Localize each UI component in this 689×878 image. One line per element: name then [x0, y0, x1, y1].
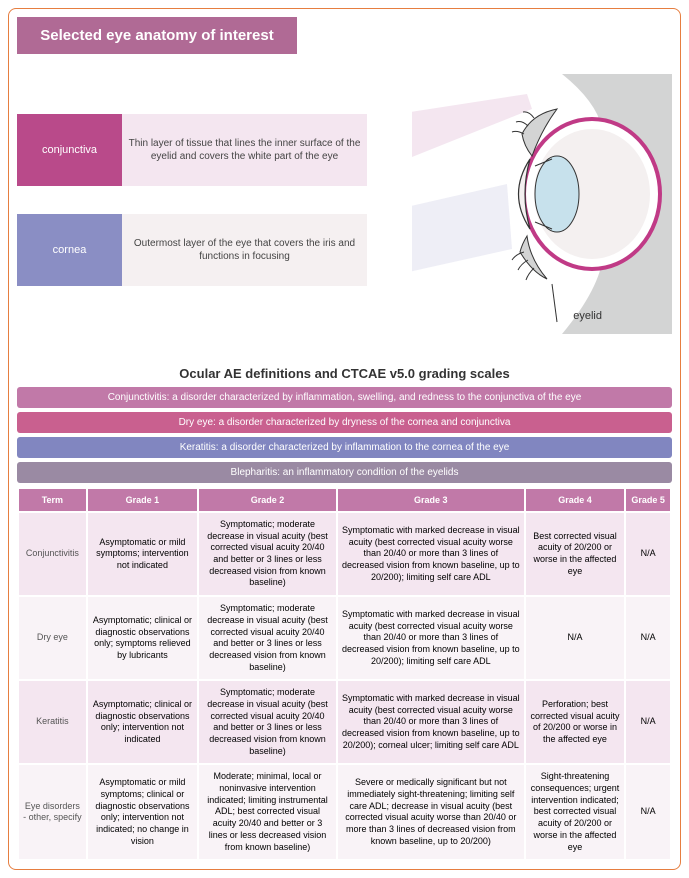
- infographic-page: Selected eye anatomy of interest conjunc…: [8, 8, 681, 870]
- grade-cell: Best corrected visual acuity of 20/200 o…: [526, 513, 624, 595]
- grade-cell: Asymptomatic; clinical or diagnostic obs…: [88, 597, 197, 679]
- grade-cell: N/A: [626, 765, 670, 859]
- grade-cell: Symptomatic with marked decrease in visu…: [338, 597, 524, 679]
- cornea-desc: Outermost layer of the eye that covers t…: [122, 214, 367, 286]
- anatomy-section: conjunctiva Thin layer of tissue that li…: [17, 74, 672, 354]
- lens: [535, 156, 579, 232]
- grade-cell: Asymptomatic or mild symptoms; clinical …: [88, 765, 197, 859]
- definition-keratitis: Keratitis: a disorder characterized by i…: [17, 437, 672, 458]
- definition-dry-eye: Dry eye: a disorder characterized by dry…: [17, 412, 672, 433]
- conjunctiva-label-box: conjunctiva: [17, 114, 122, 186]
- grade-cell: N/A: [626, 513, 670, 595]
- eyelid-label: eyelid: [573, 310, 602, 322]
- grade-cell: Severe or medically significant but not …: [338, 765, 524, 859]
- term-cell: Keratitis: [19, 681, 86, 763]
- definition-blepharitis: Blepharitis: an inflammatory condition o…: [17, 462, 672, 483]
- table-row: Eye disorders - other, specify Asymptoma…: [19, 765, 670, 859]
- grade-cell: Sight-threatening consequences; urgent i…: [526, 765, 624, 859]
- grade-cell: Asymptomatic or mild symptoms; intervent…: [88, 513, 197, 595]
- table-row: Keratitis Asymptomatic; clinical or diag…: [19, 681, 670, 763]
- grade-cell: Symptomatic with marked decrease in visu…: [338, 513, 524, 595]
- cornea-label-box: cornea: [17, 214, 122, 286]
- conjunctiva-callout: [412, 94, 532, 189]
- table-header-row: Term Grade 1 Grade 2 Grade 3 Grade 4 Gra…: [19, 489, 670, 511]
- col-grade1: Grade 1: [88, 489, 197, 511]
- grade-cell: Symptomatic; moderate decrease in visual…: [199, 597, 336, 679]
- grade-cell: N/A: [526, 597, 624, 679]
- cornea-callout: [412, 184, 512, 289]
- col-grade2: Grade 2: [199, 489, 336, 511]
- grade-cell: Perforation; best corrected visual acuit…: [526, 681, 624, 763]
- col-grade3: Grade 3: [338, 489, 524, 511]
- grade-cell: Symptomatic with marked decrease in visu…: [338, 681, 524, 763]
- grade-cell: Symptomatic; moderate decrease in visual…: [199, 513, 336, 595]
- grade-cell: N/A: [626, 681, 670, 763]
- grade-cell: N/A: [626, 597, 670, 679]
- grade-cell: Moderate; minimal, local or noninvasive …: [199, 765, 336, 859]
- grade-cell: Asymptomatic; clinical or diagnostic obs…: [88, 681, 197, 763]
- eyelid-pointer: [552, 284, 557, 322]
- grading-table: Term Grade 1 Grade 2 Grade 3 Grade 4 Gra…: [17, 487, 672, 861]
- table-title: Ocular AE definitions and CTCAE v5.0 gra…: [17, 366, 672, 381]
- col-grade5: Grade 5: [626, 489, 670, 511]
- definition-conjunctivitis: Conjunctivitis: a disorder characterized…: [17, 387, 672, 408]
- eye-diagram-svg: [412, 74, 672, 334]
- table-row: Conjunctivitis Asymptomatic or mild symp…: [19, 513, 670, 595]
- page-title: Selected eye anatomy of interest: [17, 17, 297, 54]
- grade-cell: Symptomatic; moderate decrease in visual…: [199, 681, 336, 763]
- table-row: Dry eye Asymptomatic; clinical or diagno…: [19, 597, 670, 679]
- col-grade4: Grade 4: [526, 489, 624, 511]
- term-cell: Eye disorders - other, specify: [19, 765, 86, 859]
- col-term: Term: [19, 489, 86, 511]
- conjunctiva-desc: Thin layer of tissue that lines the inne…: [122, 114, 367, 186]
- term-cell: Conjunctivitis: [19, 513, 86, 595]
- term-cell: Dry eye: [19, 597, 86, 679]
